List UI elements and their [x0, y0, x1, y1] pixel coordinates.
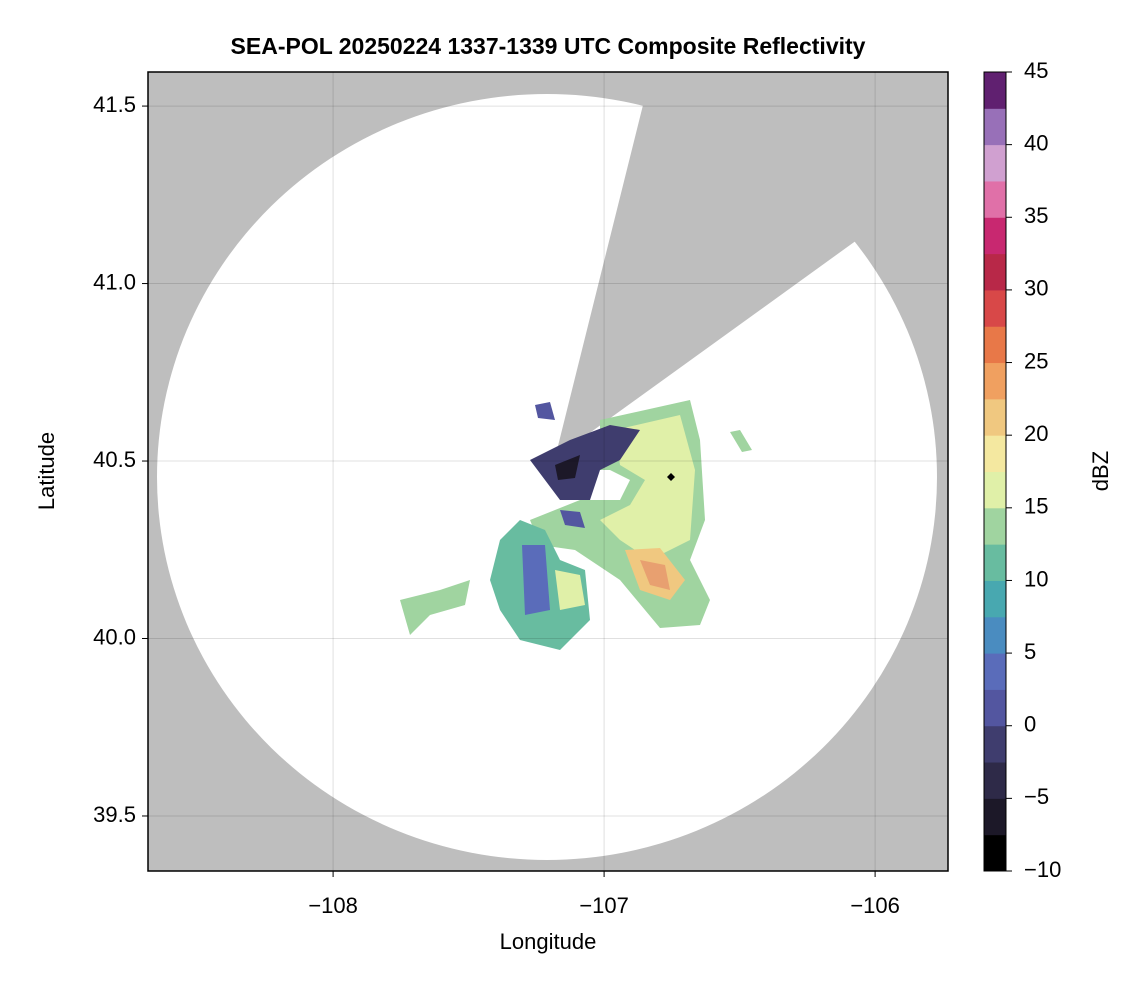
- colorbar-frame: [983, 71, 1007, 872]
- radar-coverage: [157, 72, 948, 860]
- colorbar-bin: [984, 72, 1006, 109]
- colorbar-tick-label: −10: [1024, 857, 1061, 882]
- colorbar-bin: [984, 834, 1006, 872]
- chart-title: SEA-POL 20250224 1337-1339 UTC Composite…: [231, 33, 866, 59]
- colorbar-bin: [984, 253, 1006, 291]
- x-tick-label: −106: [850, 893, 900, 918]
- y-tick-label: 40.5: [93, 447, 136, 472]
- echo: [555, 455, 580, 480]
- colorbar-bin: [984, 580, 1006, 618]
- colorbar-bin: [984, 144, 1006, 182]
- colorbar-bin: [984, 616, 1006, 654]
- colorbar-tick-label: 25: [1024, 348, 1048, 373]
- colorbar-bin: [984, 217, 1006, 255]
- blocked-sector: [555, 72, 948, 458]
- colorbar-bin: [984, 507, 1006, 545]
- colorbar-tick-label: 0: [1024, 712, 1036, 737]
- echo: [730, 430, 752, 452]
- echo: [400, 580, 470, 635]
- y-tick-label: 40.0: [93, 624, 136, 649]
- plot-frame: [147, 71, 949, 872]
- colorbar-tick-label: 10: [1024, 566, 1048, 591]
- colorbar-tick-label: 5: [1024, 639, 1036, 664]
- radar-site: [667, 473, 675, 481]
- colorbar-bin: [984, 544, 1006, 581]
- colorbar-tick-label: 40: [1024, 130, 1048, 155]
- colorbar-bin: [984, 471, 1006, 509]
- echoes: [400, 400, 752, 650]
- colorbar-bin: [984, 762, 1006, 799]
- colorbar-bin: [984, 725, 1006, 763]
- y-tick-label: 41.0: [93, 269, 136, 294]
- x-tick-label: −108: [308, 893, 358, 918]
- colorbar-bin: [984, 435, 1006, 472]
- colorbar-tick-label: 35: [1024, 203, 1048, 228]
- echo: [530, 425, 640, 500]
- colorbar-bin: [984, 398, 1006, 436]
- echo: [522, 545, 550, 615]
- colorbar-bin: [984, 180, 1006, 218]
- colorbar-bin: [984, 653, 1006, 690]
- colorbar-tick-label: 15: [1024, 494, 1048, 519]
- colorbar-bin: [984, 798, 1006, 836]
- x-tick-label: −107: [579, 893, 629, 918]
- y-tick-label: 41.5: [93, 92, 136, 117]
- echo: [535, 402, 555, 420]
- y-tick-label: 39.5: [93, 802, 136, 827]
- colorbar-tick-label: 45: [1024, 58, 1048, 83]
- x-axis-label: Longitude: [500, 929, 597, 954]
- grid: [148, 72, 948, 871]
- y-axis-label: Latitude: [34, 432, 59, 510]
- colorbar-bin: [984, 108, 1006, 146]
- colorbar-bin: [984, 289, 1006, 327]
- colorbar-tick-label: 20: [1024, 421, 1048, 446]
- colorbar-label: dBZ: [1088, 451, 1113, 491]
- echo: [560, 510, 585, 528]
- colorbar-tick-label: −5: [1024, 784, 1049, 809]
- colorbar-bin: [984, 689, 1006, 727]
- colorbar-bin: [984, 362, 1006, 400]
- colorbar-bin: [984, 326, 1006, 364]
- echo: [640, 560, 670, 590]
- echo: [555, 570, 585, 610]
- colorbar-tick-label: 30: [1024, 276, 1048, 301]
